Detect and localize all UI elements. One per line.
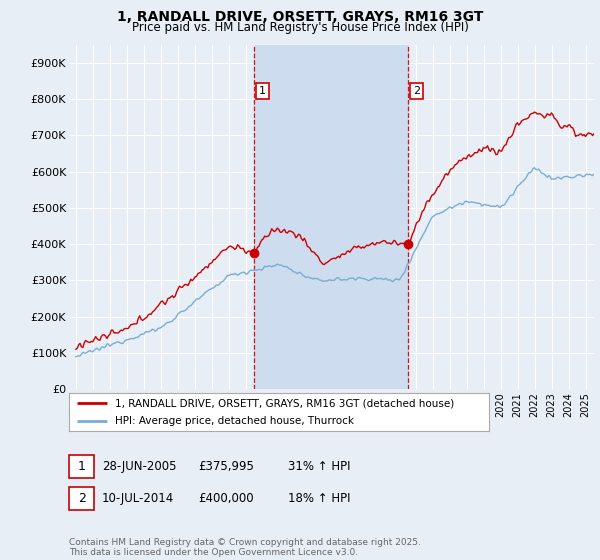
Text: 28-JUN-2005: 28-JUN-2005 <box>102 460 176 473</box>
Text: 2: 2 <box>413 86 420 96</box>
Text: 1, RANDALL DRIVE, ORSETT, GRAYS, RM16 3GT (detached house): 1, RANDALL DRIVE, ORSETT, GRAYS, RM16 3G… <box>115 398 454 408</box>
Text: 18% ↑ HPI: 18% ↑ HPI <box>288 492 350 505</box>
Text: £375,995: £375,995 <box>198 460 254 473</box>
Text: £400,000: £400,000 <box>198 492 254 505</box>
Text: HPI: Average price, detached house, Thurrock: HPI: Average price, detached house, Thur… <box>115 416 354 426</box>
Text: 31% ↑ HPI: 31% ↑ HPI <box>288 460 350 473</box>
Text: 2: 2 <box>77 492 86 505</box>
Text: Price paid vs. HM Land Registry's House Price Index (HPI): Price paid vs. HM Land Registry's House … <box>131 21 469 34</box>
Text: 10-JUL-2014: 10-JUL-2014 <box>102 492 174 505</box>
Bar <box>254 45 407 389</box>
Text: Contains HM Land Registry data © Crown copyright and database right 2025.
This d: Contains HM Land Registry data © Crown c… <box>69 538 421 557</box>
Text: 1, RANDALL DRIVE, ORSETT, GRAYS, RM16 3GT: 1, RANDALL DRIVE, ORSETT, GRAYS, RM16 3G… <box>117 10 483 24</box>
Text: 1: 1 <box>259 86 266 96</box>
Text: 1: 1 <box>77 460 86 473</box>
